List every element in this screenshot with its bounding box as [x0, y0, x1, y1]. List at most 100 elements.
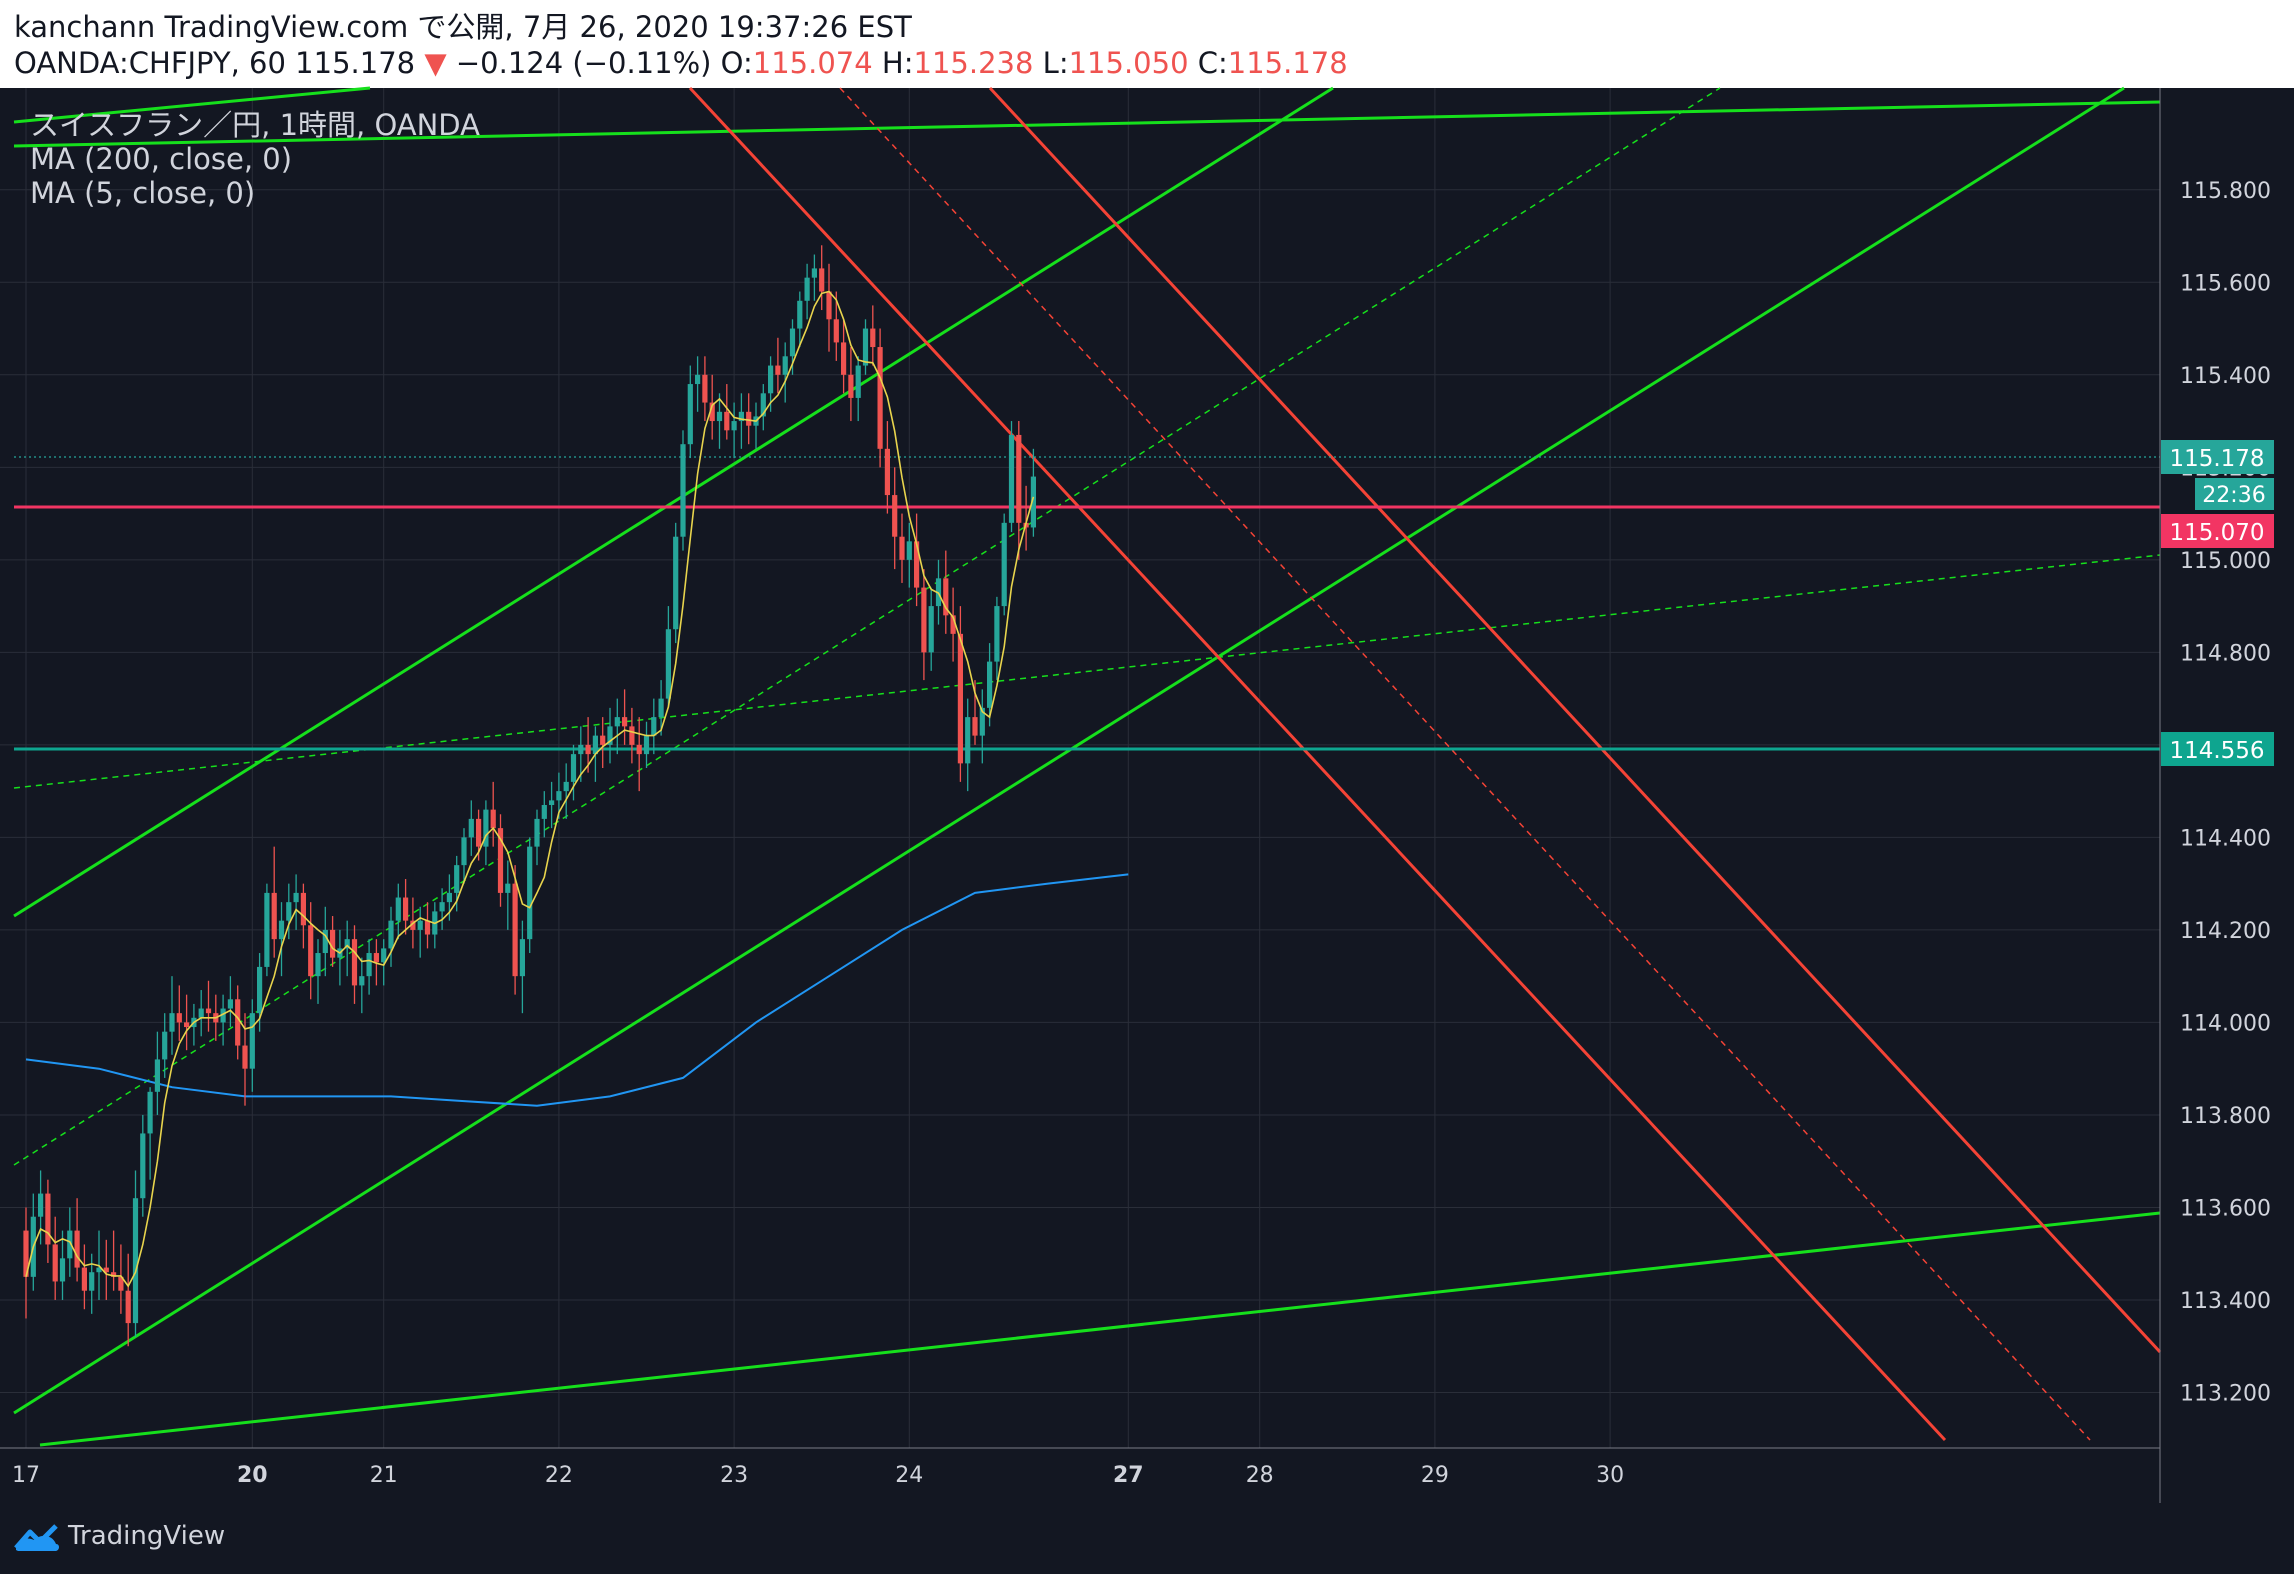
candle-body	[52, 1244, 58, 1282]
candle-body	[118, 1276, 124, 1291]
low-value: 115.050	[1068, 46, 1189, 80]
candle-body	[300, 892, 306, 926]
candle-body	[330, 929, 336, 958]
candle-body	[877, 347, 883, 449]
teal-line-price-tag-text: 114.556	[2169, 738, 2264, 764]
x-tick-label: 28	[1246, 1463, 1274, 1488]
y-tick-label: 115.600	[2180, 271, 2271, 296]
candle-body	[928, 606, 934, 653]
candle-body	[140, 1133, 146, 1199]
candle-body	[811, 268, 817, 278]
open-label: O:	[720, 46, 753, 80]
candle-body	[111, 1272, 117, 1277]
candle-body	[439, 902, 445, 912]
candle-body	[96, 1267, 102, 1273]
x-tick-label: 30	[1596, 1463, 1624, 1488]
time-axis[interactable]: 17 20 21 22 23 24 27 28 29 30	[12, 1463, 1624, 1488]
candle-body	[497, 828, 504, 893]
legend-title: スイスフラン／円, 1時間, OANDA	[30, 108, 480, 142]
y-tick-label: 115.400	[2180, 364, 2271, 389]
y-tick-label: 115.800	[2180, 179, 2271, 204]
candle-body	[103, 1267, 109, 1273]
candle-body	[556, 791, 562, 801]
candle-body	[461, 837, 467, 866]
candle-body	[512, 883, 518, 977]
red-channel-lower-line	[688, 86, 1947, 1442]
chart-background	[0, 88, 2294, 1503]
candle-body	[746, 411, 752, 426]
candle-body	[454, 865, 460, 893]
candle-body	[227, 999, 233, 1009]
candle-body	[534, 818, 540, 847]
y-tick-label: 113.200	[2180, 1381, 2271, 1406]
footer-brand[interactable]: TradingView	[68, 1521, 226, 1551]
candle-body	[563, 781, 569, 792]
y-tick-label: 113.400	[2180, 1289, 2271, 1314]
symbol-ohlc-line: OANDA:CHFJPY, 60 115.178 ▼ −0.124 (−0.11…	[14, 46, 1348, 80]
candle-body	[45, 1193, 51, 1245]
candle-body	[147, 1091, 153, 1134]
candle-body	[1008, 434, 1015, 523]
y-tick-label: 113.800	[2180, 1104, 2271, 1129]
candle-body	[833, 319, 839, 343]
candle-body	[198, 1008, 204, 1018]
price-axis[interactable]: 113.200 113.400 113.600 113.800 114.000 114.2…	[2180, 179, 2271, 1407]
y-tick-label: 114.200	[2180, 919, 2271, 944]
red-channel-upper-line	[988, 86, 2162, 1354]
low-label: L:	[1042, 46, 1069, 80]
candle-body	[242, 1045, 248, 1069]
candle-body	[417, 920, 423, 930]
candle-body	[782, 356, 788, 375]
last-price-tag	[2161, 440, 2274, 474]
publish-info: kanchann TradingView.com で公開, 7月 26, 202…	[14, 10, 912, 44]
teal-line-price-tag	[2161, 732, 2274, 766]
candle-body	[205, 1008, 212, 1014]
candle-body	[468, 818, 474, 838]
high-label: H:	[881, 46, 914, 80]
y-tick-label: 114.800	[2180, 641, 2271, 666]
candle-body	[257, 966, 263, 1014]
green-channel-upper-line	[13, 86, 1334, 918]
candle-body	[67, 1230, 73, 1259]
candle-body	[607, 726, 613, 745]
candle-body	[176, 1013, 182, 1023]
candle-body	[169, 1013, 175, 1032]
candle-body	[629, 726, 635, 745]
candle-body	[89, 1272, 95, 1291]
candle-body	[366, 953, 372, 977]
candle-body	[570, 754, 577, 782]
candle-body	[643, 735, 650, 755]
candle-body	[950, 615, 956, 634]
candle-body	[797, 300, 803, 329]
x-tick-label: 29	[1421, 1463, 1449, 1488]
candle-body	[476, 818, 482, 847]
candle-body	[578, 744, 584, 755]
open-value: 115.074	[752, 46, 873, 80]
candle-body	[957, 633, 963, 764]
green-bottom-line	[39, 1211, 2161, 1447]
tradingview-logo-icon[interactable]	[12, 1520, 62, 1554]
candle-body	[527, 846, 533, 940]
candle-body	[424, 920, 431, 935]
candle-body	[855, 365, 861, 398]
candle-body	[899, 536, 905, 560]
candle-body	[760, 393, 766, 417]
candle-body	[549, 800, 555, 806]
y-tick-label: 115.000	[2180, 549, 2271, 574]
candle-body	[59, 1258, 66, 1282]
candle-body	[315, 953, 321, 977]
x-tick-label: 17	[12, 1463, 40, 1488]
candle-body	[585, 744, 591, 755]
candle-body	[622, 717, 628, 727]
candle-body	[388, 920, 394, 949]
candle-body	[359, 976, 365, 986]
candle-body	[1016, 434, 1022, 523]
candle-body	[680, 444, 686, 537]
candle-body	[184, 1022, 190, 1028]
high-value: 115.238	[913, 46, 1034, 80]
candle-body	[651, 717, 657, 736]
candle-body	[403, 897, 409, 921]
candle-body	[308, 925, 314, 977]
candle-body	[278, 920, 285, 940]
